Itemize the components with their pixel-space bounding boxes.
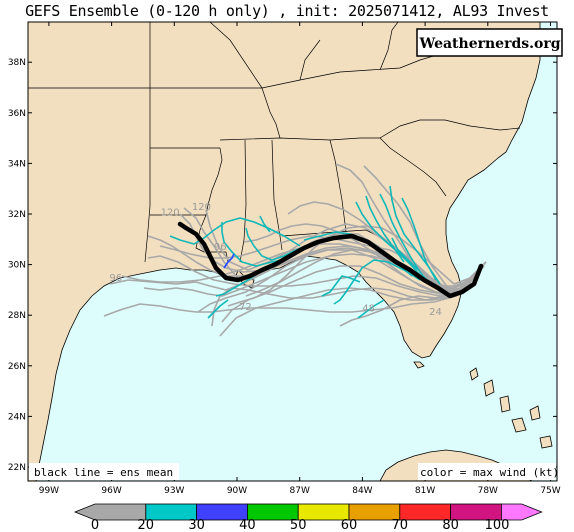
ensemble-track-blue [223,253,235,269]
track-hour-label: 24 [429,307,442,318]
ensemble-tracks-cyan [169,185,441,319]
colorbar-tick: 60 [341,518,358,532]
colorbar-tick-labels: 0 20 30 40 50 60 70 80 100 [91,518,510,532]
lat-label: 32N [8,210,26,220]
lat-label: 26N [8,362,26,372]
map-title: GEFS Ensemble (0-120 h only) , init: 202… [25,2,549,20]
track-hour-label: 120 [161,207,180,218]
track-hour-labels: 120 120 96 96 72 48 24 [109,202,442,318]
map-frame [27,21,558,482]
state-borders [28,22,521,263]
colorbar-segment [73,503,147,521]
land-bahamas-3 [499,395,511,413]
track-hour-label: 96 [109,273,122,284]
lon-label: 90W [227,486,247,496]
lon-label: 93W [164,486,184,496]
lon-label: 87W [290,486,310,496]
land-bahamas-5 [529,405,541,421]
lon-label: 96W [101,486,121,496]
colorbar-tick: 50 [290,518,307,532]
note-max-wind: color = max wind (kt) [420,466,559,479]
note-right-bg [418,463,556,480]
note-left-bg [29,463,179,480]
lat-label: 22N [8,463,26,473]
lat-label: 24N [8,412,26,422]
colorbar-tick: 70 [392,518,409,532]
colorbar-tick: 30 [188,518,205,532]
wind-colorbar [73,503,543,521]
latitude-axis: 38N 36N 34N 32N 30N 28N 26N 24N 22N [8,58,557,473]
watermark-text: Weathernerds.org [419,36,561,52]
colorbar-tick: 0 [91,518,99,532]
lon-label: 99W [39,486,59,496]
lon-label: 75W [540,486,560,496]
watermark-box [416,28,563,57]
colorbar-segment [500,503,543,521]
land-bahamas-1 [469,367,479,381]
ensemble-mean-track [177,221,484,299]
lat-label: 38N [8,58,26,68]
colorbar-tick: 40 [239,518,256,532]
land-bahamas-2 [483,379,495,397]
lat-label: 30N [8,261,26,271]
land-bahamas-4 [511,417,527,433]
lat-label: 28N [8,311,26,321]
note-ens-mean: black line = ens mean [34,466,173,479]
track-hour-label: 48 [362,303,375,314]
land-keys [413,361,425,369]
lat-label: 36N [8,109,26,119]
lat-label: 34N [8,159,26,169]
track-hour-label: 96 [214,242,227,253]
lon-label: 78W [478,486,498,496]
track-hour-label: 120 [192,202,211,213]
colorbar-tick: 80 [442,518,459,532]
land-bahamas-6 [539,435,553,449]
lon-label: 81W [415,486,435,496]
track-hour-label: 72 [239,302,252,313]
colorbar-tick: 100 [485,518,510,532]
colorbar-tick: 20 [138,518,155,532]
lon-label: 84W [352,486,372,496]
